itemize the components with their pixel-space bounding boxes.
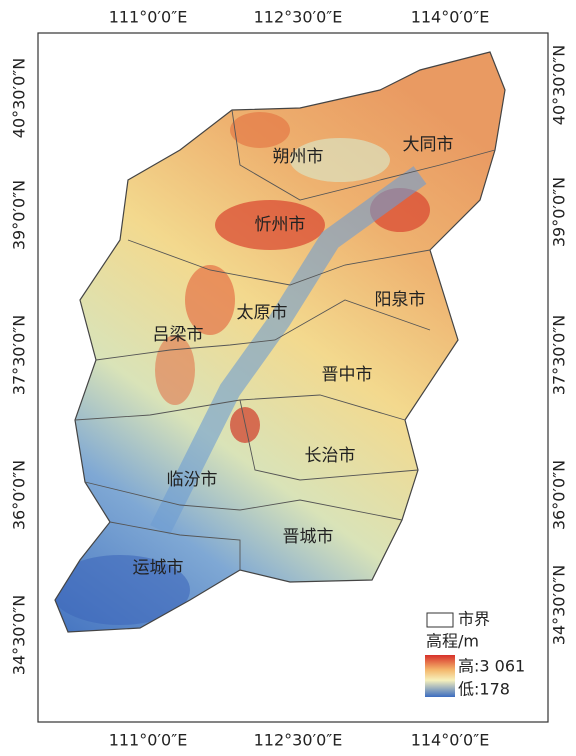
legend-high: 高:3 061 [458,657,525,676]
city-label: 大同市 [403,135,454,155]
lat-label: 39°0′0″N [10,180,29,250]
city-label: 忻州市 [255,215,306,235]
lat-label: 37°30′0″N [10,315,29,395]
legend-boundary-swatch [426,612,454,628]
lon-label: 112°30′0″E [254,731,343,750]
lat-label: 39°0′0″N [550,177,569,247]
lat-label: 36°0′0″N [550,460,569,530]
lon-label: 112°30′0″E [254,8,343,27]
city-boundaries [74,109,496,570]
city-label: 临汾市 [167,470,218,490]
elevation [55,52,505,632]
legend-boundary: 市界 [458,610,490,629]
lon-label: 114°0′0″E [411,8,490,27]
lat-label: 34°30′0″N [10,595,29,675]
lon-label: 114°0′0″E [411,731,490,750]
city-label: 运城市 [133,558,184,578]
city-label: 晋中市 [322,365,373,385]
lon-label: 111°0′0″E [109,731,188,750]
city-label: 吕梁市 [153,325,204,345]
city-label: 阳泉市 [375,290,426,310]
lat-label: 36°0′0″N [10,460,29,530]
lat-label: 40°30′0″N [550,45,569,125]
city-label: 朔州市 [273,147,324,167]
legend-low: 低:178 [458,680,510,699]
legend-title: 高程/m [426,632,479,651]
city-label: 长治市 [305,446,356,466]
city-label: 太原市 [237,303,288,323]
lat-label: 34°30′0″N [550,565,569,645]
map-frame [37,32,549,723]
lon-label: 111°0′0″E [109,8,188,27]
city-label: 晋城市 [283,527,334,547]
lat-label: 40°30′0″N [10,58,29,138]
lat-label: 37°30′0″N [550,315,569,395]
legend-colorbar [425,655,455,697]
